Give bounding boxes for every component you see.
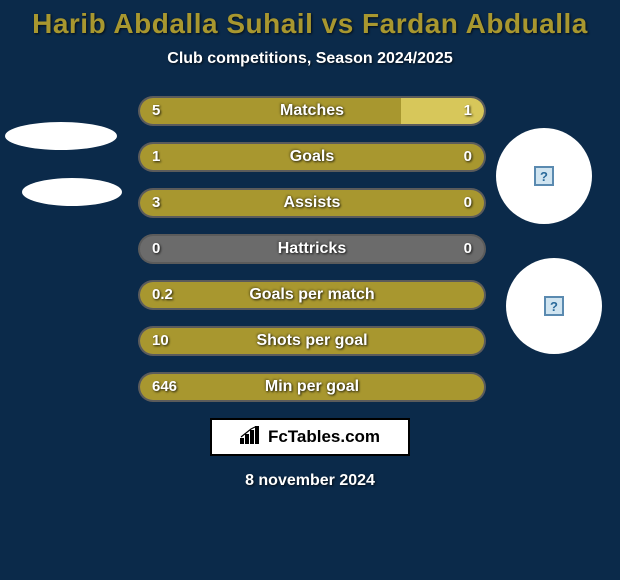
stat-row: 10Shots per goal — [138, 326, 486, 356]
page-title: Harib Abdalla Suhail vs Fardan Abdualla — [0, 8, 620, 40]
stat-label: Assists — [140, 190, 484, 216]
player-left-shape-1 — [5, 122, 117, 150]
image-placeholder-icon: ? — [544, 296, 564, 316]
player-right-badge-2: ? — [506, 258, 602, 354]
stat-row: 51Matches — [138, 96, 486, 126]
footer-date: 8 november 2024 — [0, 472, 620, 490]
stat-row: 646Min per goal — [138, 372, 486, 402]
player-right-badge-1: ? — [496, 128, 592, 224]
image-placeholder-icon: ? — [534, 166, 554, 186]
stat-label: Shots per goal — [140, 328, 484, 354]
stat-label: Hattricks — [140, 236, 484, 262]
brand-logo: FcTables.com — [210, 418, 410, 456]
comparison-infographic: Harib Abdalla Suhail vs Fardan Abdualla … — [0, 0, 620, 580]
player-left-shape-2 — [22, 178, 122, 206]
stat-row: 0.2Goals per match — [138, 280, 486, 310]
stat-bars: 51Matches 10Goals 30Assists 00Hattricks 0.2G… — [138, 96, 486, 402]
stat-label: Min per goal — [140, 374, 484, 400]
stat-row: 00Hattricks — [138, 234, 486, 264]
stat-row: 10Goals — [138, 142, 486, 172]
page-subtitle: Club competitions, Season 2024/2025 — [0, 50, 620, 68]
stat-label: Goals per match — [140, 282, 484, 308]
stat-row: 30Assists — [138, 188, 486, 218]
stat-label: Goals — [140, 144, 484, 170]
stat-label: Matches — [140, 98, 484, 124]
brand-text: FcTables.com — [268, 427, 380, 447]
chart-icon — [240, 426, 262, 449]
